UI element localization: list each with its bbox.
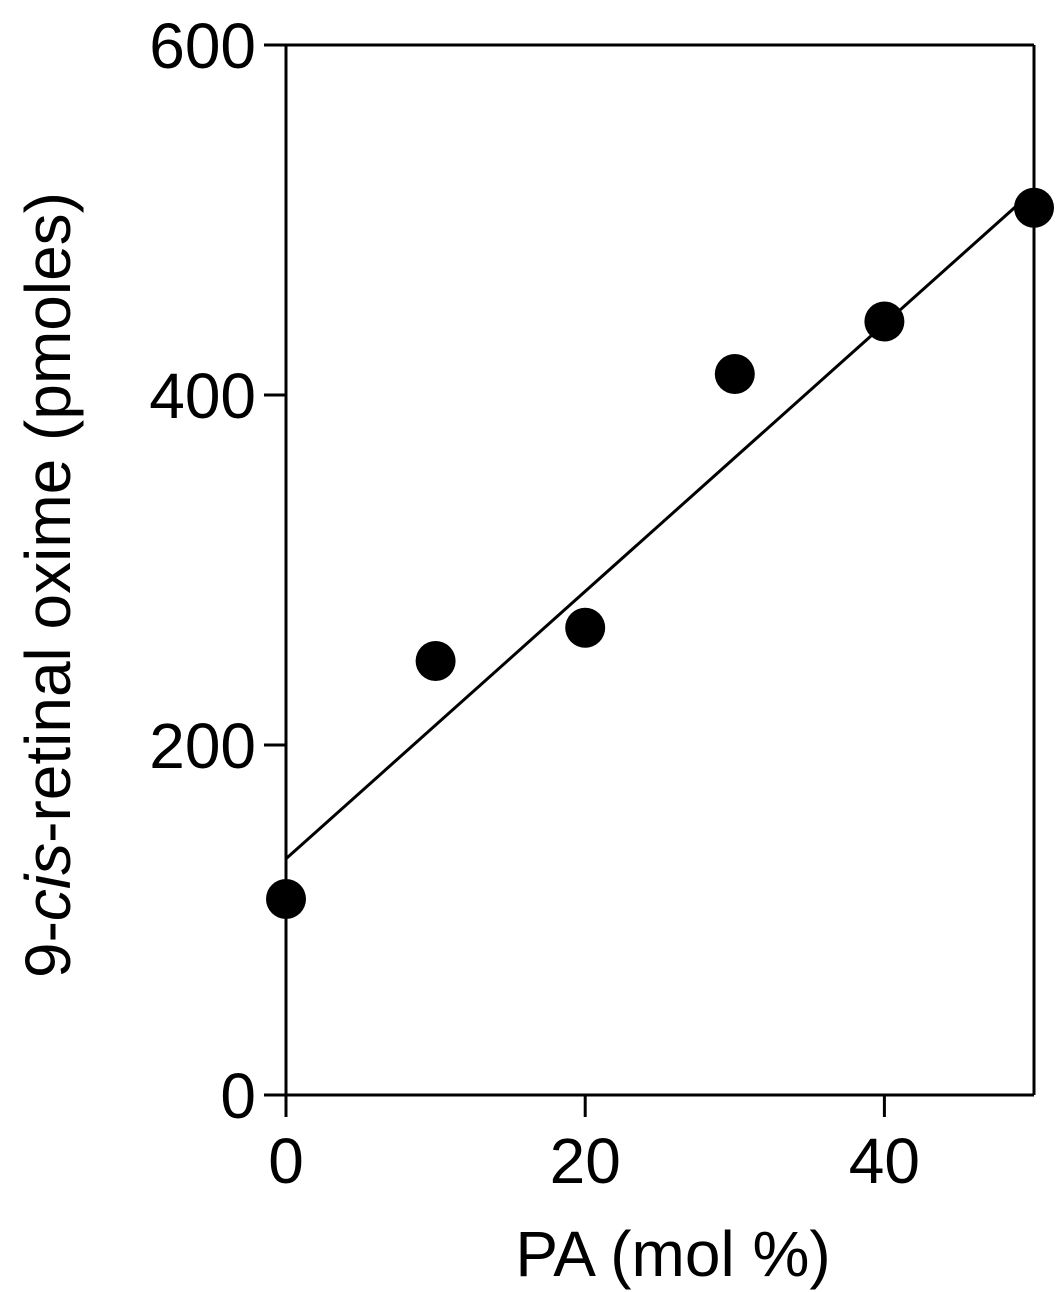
data-point	[1014, 187, 1054, 228]
data-point	[266, 879, 306, 919]
x-ticks: 0 20 40	[268, 1095, 920, 1197]
y-axis-title: 9-cis-retinal oxime (pmoles)	[12, 192, 84, 978]
y-axis-title-suffix: -retinal oxime (pmoles)	[12, 192, 84, 843]
data-points	[266, 187, 1054, 919]
x-tick-label: 40	[849, 1125, 920, 1197]
data-point	[415, 641, 456, 681]
data-point	[565, 607, 606, 648]
plot-frame	[284, 43, 1036, 1097]
x-axis-title: PA (mol %)	[515, 1218, 830, 1290]
fit-line-layer	[285, 189, 1035, 860]
data-point	[864, 301, 905, 342]
y-tick-label: 0	[220, 1060, 256, 1132]
x-tick-label: 0	[268, 1125, 304, 1197]
y-tick-label: 600	[149, 10, 256, 82]
x-tick-label: 20	[550, 1125, 621, 1197]
fit-line	[285, 189, 1035, 860]
data-point	[714, 354, 755, 394]
y-tick-label: 200	[149, 710, 256, 782]
y-axis-title-italic: cis	[12, 843, 84, 921]
y-tick-label: 400	[149, 360, 256, 432]
y-axis-title-prefix: 9-	[12, 921, 84, 978]
y-ticks: 0 200 400 600	[149, 10, 286, 1132]
